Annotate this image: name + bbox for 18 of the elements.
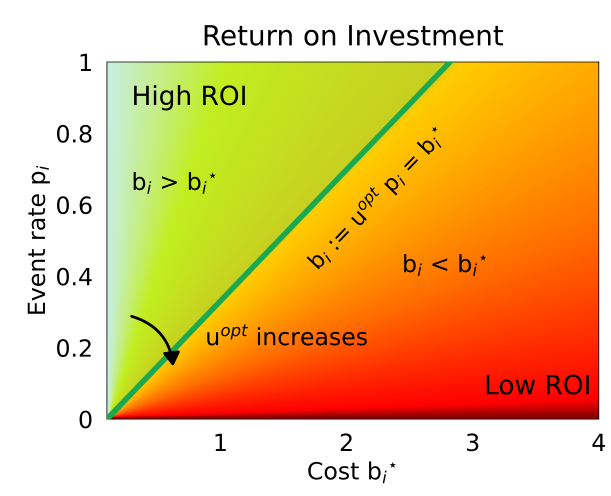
x-tick-label: 1 bbox=[216, 434, 226, 451]
annotation: Low ROI bbox=[486, 374, 589, 395]
y-tick-label: 0.8 bbox=[57, 124, 92, 143]
y-axis-title: Event rate p$_{i}$ bbox=[28, 166, 50, 314]
y-tick-label: 1 bbox=[80, 54, 91, 71]
annotation: b$_{i}$ < b$_{i}$$^{⋆}$ bbox=[404, 254, 486, 276]
x-tick-label: 3 bbox=[466, 433, 478, 452]
annotation: High ROI bbox=[134, 84, 245, 110]
y-tick-label: 0.4 bbox=[57, 268, 92, 286]
x-axis-title: Cost b$_{i}$$^{⋆}$ bbox=[308, 461, 396, 484]
y-tick-label: 0 bbox=[80, 410, 92, 428]
annotation: u$^{opt}$ increases bbox=[207, 324, 367, 346]
chart-title: Return on Investment bbox=[204, 25, 504, 46]
x-tick-label: 4 bbox=[592, 434, 605, 451]
y-tick-label: 0.6 bbox=[57, 196, 92, 214]
y-tick-label: 0.2 bbox=[57, 339, 91, 357]
annotation: b$_{i}$ > b$_{i}$$^{⋆}$ bbox=[134, 172, 216, 194]
x-tick-label: 2 bbox=[340, 433, 352, 451]
